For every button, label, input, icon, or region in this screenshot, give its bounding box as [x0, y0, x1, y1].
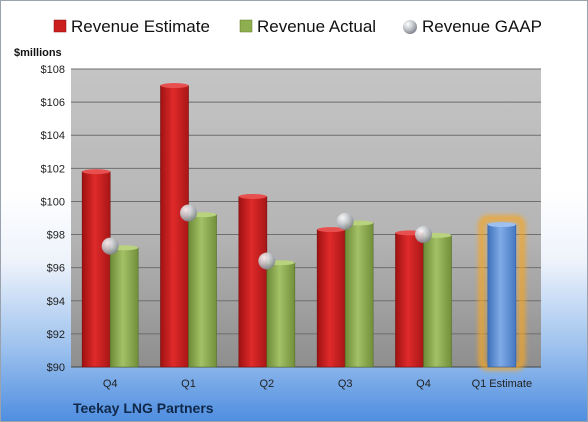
x-tick-label: Q4 — [416, 378, 431, 390]
y-tick-label: $102 — [41, 163, 65, 175]
chart-legend: Revenue Estimate Revenue Actual Revenue … — [53, 17, 542, 36]
y-tick-label: $92 — [47, 329, 65, 341]
y-tick-label: $104 — [41, 130, 65, 142]
y-tick-label: $90 — [47, 362, 65, 374]
bar-top-cap — [82, 169, 111, 175]
legend-label-revenue-estimate: Revenue Estimate — [71, 17, 210, 36]
revenue-actual-bar — [188, 214, 217, 368]
x-tick-label: Q4 — [103, 378, 118, 390]
legend-swatch-revenue-estimate — [53, 19, 67, 33]
legend-marker-revenue-gaap — [403, 20, 417, 34]
x-tick-label: Q2 — [259, 378, 274, 390]
revenue-actual-bar — [344, 222, 374, 368]
revenue-gaap-marker — [415, 226, 432, 244]
y-tick-label: $94 — [47, 296, 65, 308]
x-tick-label: Q1 — [181, 378, 196, 390]
x-axis: Q4 Q1 Q2 Q3 Q4 Q1 Estimate — [103, 378, 532, 390]
y-axis: $90 $92 $94 $96 $98 $100 $102 $104 $106 $108 — [41, 64, 65, 374]
unit-label: $millions — [14, 47, 62, 59]
x-tick-label: Q1 Estimate — [472, 378, 533, 390]
gridlines — [71, 68, 541, 368]
y-tick-label: $96 — [47, 263, 65, 275]
revenue-estimate-bar — [395, 232, 424, 368]
legend-label-revenue-actual: Revenue Actual — [257, 17, 376, 36]
x-tick-label: Q3 — [338, 378, 353, 390]
revenue-estimate-bar — [238, 196, 268, 368]
revenue-estimate-bar — [316, 229, 346, 368]
bar-top-cap — [160, 83, 189, 89]
bar-series — [81, 83, 526, 371]
revenue-estimate-forecast-bar — [487, 224, 517, 368]
company-name: Teekay LNG Partners — [73, 400, 214, 416]
revenue-gaap-marker — [336, 212, 354, 230]
legend-label-revenue-gaap: Revenue GAAP — [422, 17, 542, 36]
bar-top-cap — [487, 222, 516, 228]
revenue-estimate-bar — [81, 171, 111, 368]
revenue-actual-bar — [423, 235, 452, 368]
y-tick-label: $100 — [41, 196, 65, 208]
revenue-estimate-bar — [160, 85, 189, 368]
plot-area — [71, 69, 541, 367]
y-tick-label: $108 — [41, 64, 65, 76]
revenue-actual-bar — [266, 262, 296, 368]
gaap-markers — [101, 204, 432, 270]
bar-top-cap — [317, 227, 346, 233]
legend-swatch-revenue-actual — [239, 19, 253, 33]
y-tick-label: $98 — [47, 230, 65, 242]
y-tick-label: $106 — [41, 97, 65, 109]
bar-top-cap — [238, 193, 267, 199]
revenue-gaap-marker — [101, 237, 119, 255]
revenue-gaap-marker — [180, 204, 197, 222]
revenue-actual-bar — [109, 247, 139, 368]
revenue-gaap-marker — [258, 252, 276, 270]
